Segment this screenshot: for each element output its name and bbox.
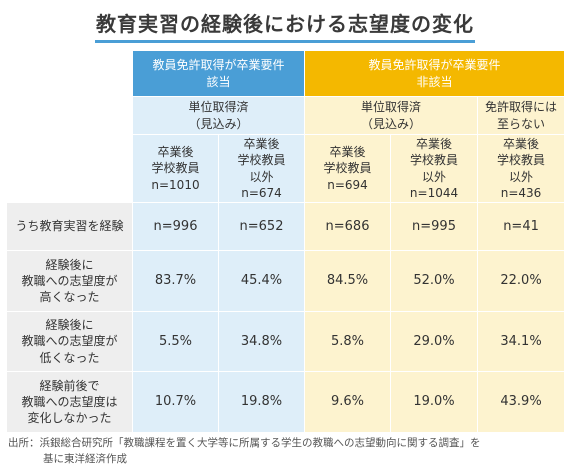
table-cell: 9.6% [304, 371, 392, 433]
column-header: 卒業後 学校教員 以外 n=1044 [390, 134, 479, 203]
column-header: 卒業後 学校教員 n=694 [304, 134, 392, 203]
table-cell: 45.4% [217, 250, 306, 312]
table-cell: 34.1% [477, 311, 566, 372]
table-cell: n=996 [132, 202, 219, 251]
page-title: 教育実習の経験後における志望度の変化 [96, 12, 474, 36]
table-cell: n=41 [477, 202, 566, 251]
table-cell: 43.9% [477, 371, 566, 433]
table-cell: 5.8% [304, 311, 392, 372]
corner-cell [6, 96, 133, 135]
source-note: 出所：浜銀総合研究所「教職課程を置く大学等に所属する学生の教職への志望動向に関す… [8, 436, 564, 468]
row-label: 経験後に 教職への志望度が 低くなった [6, 311, 133, 372]
column-header: 卒業後 学校教員 以外 n=436 [477, 134, 566, 203]
row-label: 経験後に 教職への志望度が 高くなった [6, 250, 133, 312]
subheader-no-license: 免許取得には 至らない [477, 96, 566, 135]
table-cell: 34.8% [217, 311, 306, 372]
table-cell: 29.0% [390, 311, 479, 372]
table-cell: 83.7% [132, 250, 219, 312]
corner-cell [6, 50, 133, 97]
table-cell: 5.5% [132, 311, 219, 372]
source-line: 基に東洋経済作成 [43, 452, 127, 465]
table-cell: n=995 [390, 202, 479, 251]
column-header: 卒業後 学校教員 n=1010 [132, 134, 219, 203]
table-cell: 52.0% [390, 250, 479, 312]
corner-cell [6, 134, 133, 203]
comparison-table: 教員免許取得が卒業要件 該当 教員免許取得が卒業要件 非該当 単位取得済 （見込み） … [6, 50, 566, 433]
table-cell: n=686 [304, 202, 392, 251]
source-line: 出所：浜銀総合研究所「教職課程を置く大学等に所属する学生の教職への志望動向に関す… [8, 437, 481, 449]
subheader-credits-eligible: 単位取得済 （見込み） [131, 96, 306, 135]
table-cell: 19.8% [217, 371, 306, 433]
table-cell: n=652 [217, 202, 306, 251]
table-cell: 19.0% [390, 371, 479, 433]
table-cell: 84.5% [304, 250, 392, 312]
subheader-credits-ineligible: 単位取得済 （見込み） [304, 96, 479, 135]
group-header-eligible: 教員免許取得が卒業要件 該当 [131, 50, 306, 97]
title-underline [95, 40, 475, 43]
group-header-ineligible: 教員免許取得が卒業要件 非該当 [304, 50, 566, 97]
table-cell: 10.7% [132, 371, 219, 433]
row-label: うち教育実習を経験 [6, 202, 133, 251]
table-cell: 22.0% [477, 250, 566, 312]
row-label: 経験前後で 教職への志望度は 変化しなかった [6, 371, 133, 433]
column-header: 卒業後 学校教員 以外 n=674 [217, 134, 306, 203]
